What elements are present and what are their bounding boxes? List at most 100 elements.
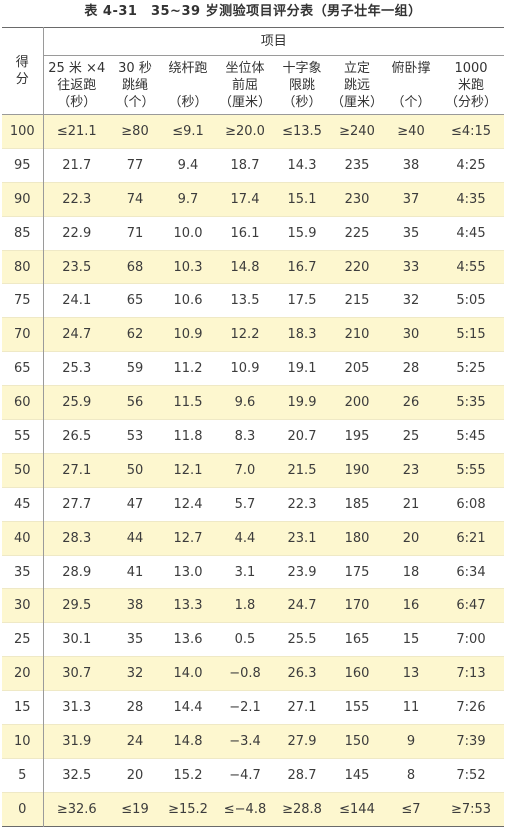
- value-cell: ≥15.2: [160, 791, 216, 827]
- item-column-header: 30 秒跳绳 （个）: [110, 55, 160, 115]
- value-cell: 20.7: [274, 419, 330, 454]
- value-cell: 7:26: [438, 690, 505, 725]
- table-row: 85 22.9 71 10.0 16.1 15.9 225 35 4:45: [2, 215, 505, 251]
- item-column-header: 俯卧撑 （个）: [384, 55, 438, 115]
- value-cell: 150: [330, 724, 384, 759]
- item-column-header: 立定 跳远 （厘米）: [330, 55, 384, 115]
- value-cell: ≥40: [384, 114, 438, 149]
- header-line: （秒）: [282, 94, 322, 110]
- value-cell: 17.5: [274, 283, 330, 318]
- score-cell: 5: [2, 757, 44, 793]
- value-cell: −4.7: [216, 757, 274, 793]
- value-cell: ≥32.6: [43, 791, 110, 827]
- value-cell: 165: [330, 622, 384, 657]
- value-cell: 8: [384, 757, 438, 793]
- value-cell: 30: [384, 317, 438, 352]
- table-row: 75 24.1 65 10.6 13.5 17.5 215 32 5:05: [2, 283, 505, 318]
- value-cell: 155: [330, 690, 384, 725]
- table-row: 60 25.9 56 11.5 9.6 19.9 200 26 5:35: [2, 385, 505, 420]
- value-cell: 12.2: [216, 317, 274, 352]
- value-cell: 28.9: [43, 554, 110, 589]
- value-cell: 8.3: [216, 419, 274, 454]
- header-line: （厘米）: [218, 94, 271, 110]
- item-column-header: 十字象 限跳 （秒）: [274, 55, 330, 115]
- value-cell: 10.3: [160, 249, 216, 284]
- value-cell: 10.9: [160, 317, 216, 352]
- score-cell: 100: [2, 114, 44, 149]
- value-cell: 160: [330, 656, 384, 691]
- table-row: 45 27.7 47 12.4 5.7 22.3 185 21 6:08: [2, 486, 505, 522]
- value-cell: 26: [384, 385, 438, 420]
- table-row: 15 31.3 28 14.4 −2.1 27.1 155 11 7:26: [2, 690, 505, 725]
- score-cell: 80: [2, 249, 44, 284]
- table-row: 0 ≥32.6 ≤19 ≥15.2 ≤−4.8 ≥28.8 ≤144 ≤7 ≥7:53: [2, 791, 505, 827]
- value-cell: 16.7: [274, 249, 330, 284]
- score-cell: 15: [2, 690, 44, 725]
- value-cell: 13.6: [160, 622, 216, 657]
- value-cell: 13.3: [160, 588, 216, 623]
- value-cell: 27.1: [274, 690, 330, 725]
- value-cell: 20: [110, 757, 160, 793]
- value-cell: 13.0: [160, 554, 216, 589]
- header-line: 米跑: [458, 77, 485, 93]
- value-cell: 15.1: [274, 181, 330, 217]
- table-row: 55 26.5 53 11.8 8.3 20.7 195 25 5:45: [2, 419, 505, 454]
- header-line: 1000: [454, 60, 488, 76]
- table-row: 40 28.3 44 12.7 4.4 23.1 180 20 6:21: [2, 520, 505, 556]
- score-cell: 50: [2, 452, 44, 488]
- header-line: 30 秒: [118, 60, 152, 76]
- score-cell: 35: [2, 554, 44, 589]
- table-row: 20 30.7 32 14.0 −0.8 26.3 160 13 7:13: [2, 656, 505, 691]
- value-cell: 14.3: [274, 147, 330, 183]
- value-cell: 12.1: [160, 452, 216, 488]
- value-cell: 38: [384, 147, 438, 183]
- value-cell: 200: [330, 385, 384, 420]
- value-cell: 180: [330, 520, 384, 556]
- value-cell: 6:47: [438, 588, 505, 623]
- value-cell: 4:55: [438, 249, 505, 284]
- value-cell: 5:05: [438, 283, 505, 318]
- value-cell: 175: [330, 554, 384, 589]
- table-body: 100 ≤21.1 ≥80 ≤9.1 ≥20.0 ≤13.5 ≥240 ≥40 ≤4:15 95 2…: [2, 114, 505, 827]
- value-cell: 12.4: [160, 486, 216, 522]
- table-header: 得 分 项目 25 米 ×4 往返跑 （秒） 30 秒跳绳 （个） 绕杆跑 （秒） 坐位体 前屈…: [2, 27, 505, 115]
- value-cell: 50: [110, 452, 160, 488]
- table-row: 80 23.5 68 10.3 14.8 16.7 220 33 4:55: [2, 249, 505, 284]
- value-cell: 24: [110, 724, 160, 759]
- value-cell: 32.5: [43, 757, 110, 793]
- value-cell: 14.4: [160, 690, 216, 725]
- value-cell: 230: [330, 181, 384, 217]
- value-cell: 62: [110, 317, 160, 352]
- value-cell: 30.1: [43, 622, 110, 657]
- value-cell: 23.5: [43, 249, 110, 284]
- value-cell: ≥7:53: [438, 791, 505, 827]
- value-cell: 9.6: [216, 385, 274, 420]
- value-cell: 12.7: [160, 520, 216, 556]
- header-line: 俯卧撑: [391, 60, 431, 76]
- value-cell: 1.8: [216, 588, 274, 623]
- table-row: 100 ≤21.1 ≥80 ≤9.1 ≥20.0 ≤13.5 ≥240 ≥40 ≤4:15: [2, 114, 505, 149]
- value-cell: 22.3: [43, 181, 110, 217]
- value-cell: ≥240: [330, 114, 384, 149]
- value-cell: 215: [330, 283, 384, 318]
- value-cell: 7:52: [438, 757, 505, 793]
- value-cell: 6:34: [438, 554, 505, 589]
- table-row: 5 32.5 20 15.2 −4.7 28.7 145 8 7:52: [2, 757, 505, 793]
- score-cell: 85: [2, 215, 44, 251]
- value-cell: 4.4: [216, 520, 274, 556]
- value-cell: ≤13.5: [274, 114, 330, 149]
- value-cell: 7.0: [216, 452, 274, 488]
- value-cell: 27.1: [43, 452, 110, 488]
- value-cell: 14.0: [160, 656, 216, 691]
- header-line: 前屈: [231, 77, 258, 93]
- score-cell: 60: [2, 385, 44, 420]
- table-row: 70 24.7 62 10.9 12.2 18.3 210 30 5:15: [2, 317, 505, 352]
- value-cell: 32: [384, 283, 438, 318]
- table-row: 35 28.9 41 13.0 3.1 23.9 175 18 6:34: [2, 554, 505, 589]
- score-cell: 70: [2, 317, 44, 352]
- header-line: 十字象: [282, 60, 322, 76]
- table-row: 25 30.1 35 13.6 0.5 25.5 165 15 7:00: [2, 622, 505, 657]
- header-line: 跳远: [343, 77, 370, 93]
- value-cell: 23.9: [274, 554, 330, 589]
- value-cell: 220: [330, 249, 384, 284]
